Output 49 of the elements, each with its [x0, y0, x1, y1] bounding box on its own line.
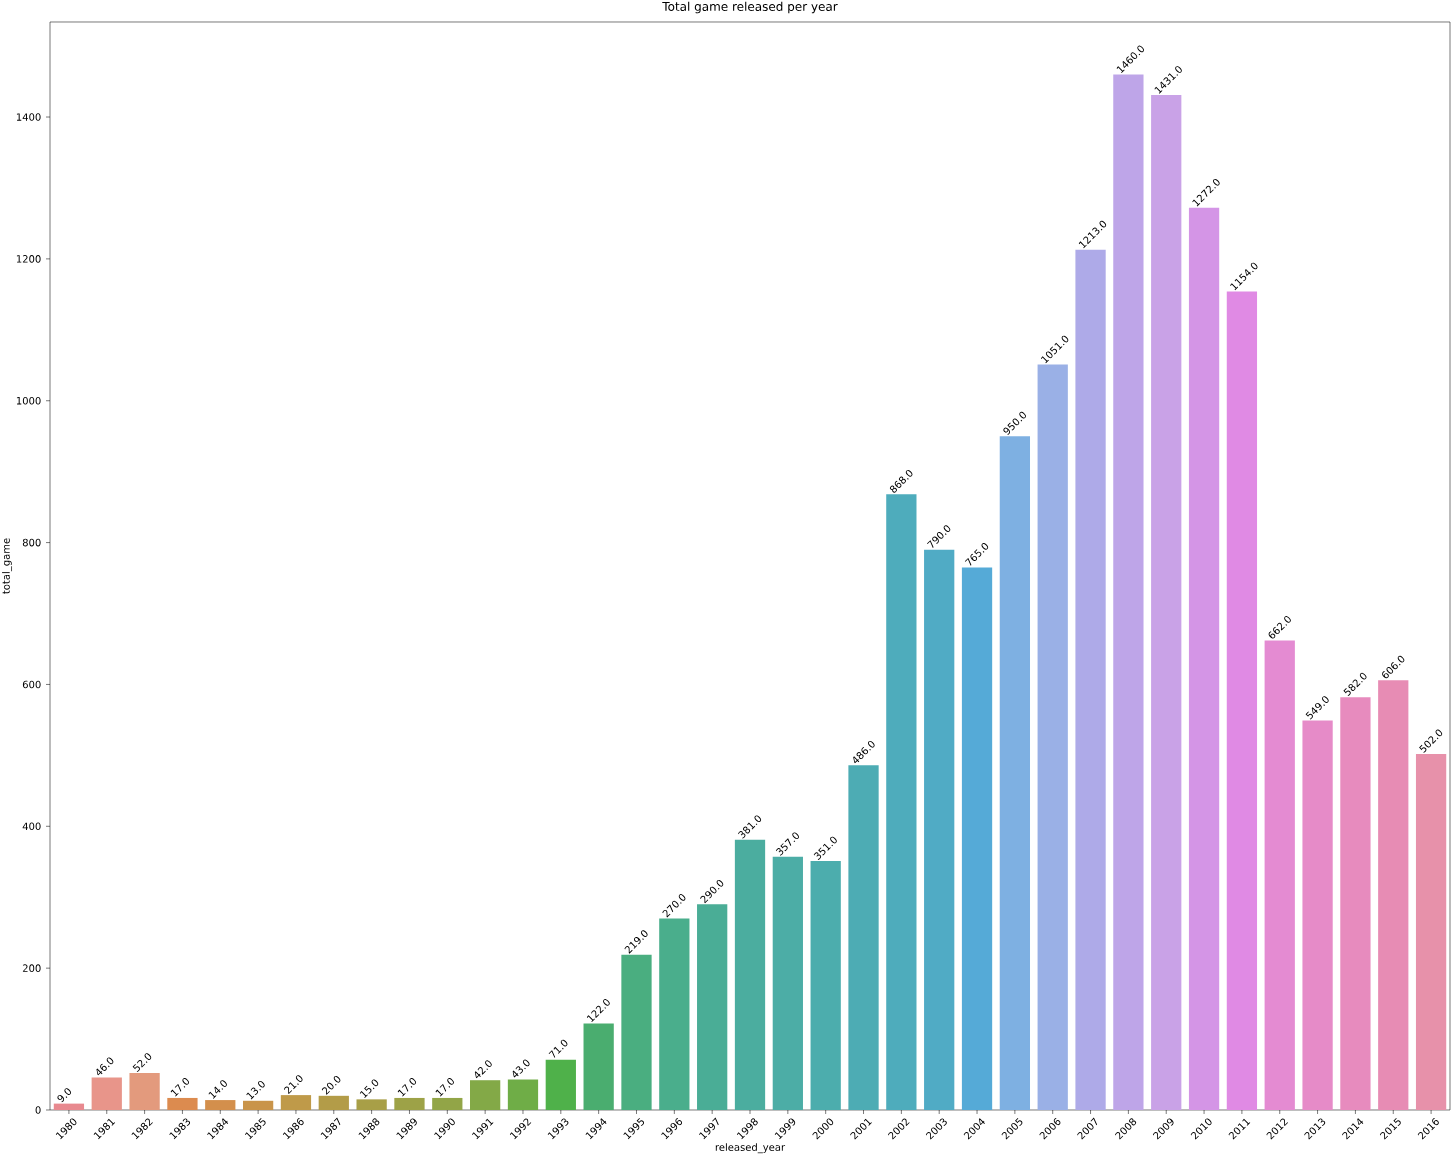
bar [432, 1097, 463, 1110]
bar [772, 856, 803, 1110]
bar [1188, 207, 1220, 1110]
bar [1340, 697, 1371, 1110]
bar [1415, 753, 1447, 1110]
bar [129, 1073, 160, 1110]
bar [924, 549, 955, 1110]
bar [659, 918, 690, 1110]
y-tick-label: 1400 [16, 113, 41, 121]
bar [545, 1059, 576, 1110]
bar [583, 1023, 614, 1110]
chart-title: Total game released per year [662, 1, 838, 14]
y-tick-label: 0 [35, 1106, 41, 1114]
bar [394, 1097, 425, 1110]
bar [1151, 95, 1182, 1110]
bar [1378, 680, 1409, 1110]
bar [205, 1100, 236, 1110]
y-tick-label: 1000 [16, 396, 41, 405]
bar [810, 861, 841, 1110]
y-tick-label: 200 [22, 964, 41, 972]
y-tick-label: 600 [22, 680, 41, 689]
x-axis-title: released_year [715, 1143, 786, 1154]
bar [1226, 291, 1258, 1110]
bar [356, 1099, 387, 1110]
bar [1037, 364, 1068, 1110]
y-axis-title: total_game [2, 538, 13, 594]
bar [734, 839, 766, 1110]
bar [470, 1080, 501, 1110]
bar [91, 1077, 122, 1110]
bar [848, 765, 879, 1110]
y-tick-label: 1200 [16, 255, 41, 263]
bar [1264, 640, 1295, 1110]
bar [999, 436, 1031, 1110]
y-tick-label: 800 [22, 538, 41, 547]
bar [886, 494, 917, 1110]
bar [318, 1095, 349, 1110]
bar [53, 1103, 85, 1110]
bar [242, 1100, 274, 1110]
bar [507, 1079, 539, 1110]
bar [1113, 74, 1144, 1110]
bar [621, 954, 652, 1110]
y-tick-label: 400 [22, 822, 41, 831]
bar [167, 1097, 198, 1110]
bar [1075, 249, 1106, 1110]
bar [280, 1095, 312, 1110]
bar [697, 904, 728, 1110]
data-label: 9.0 [57, 1088, 72, 1103]
bar [961, 567, 993, 1110]
bar [1302, 720, 1333, 1110]
